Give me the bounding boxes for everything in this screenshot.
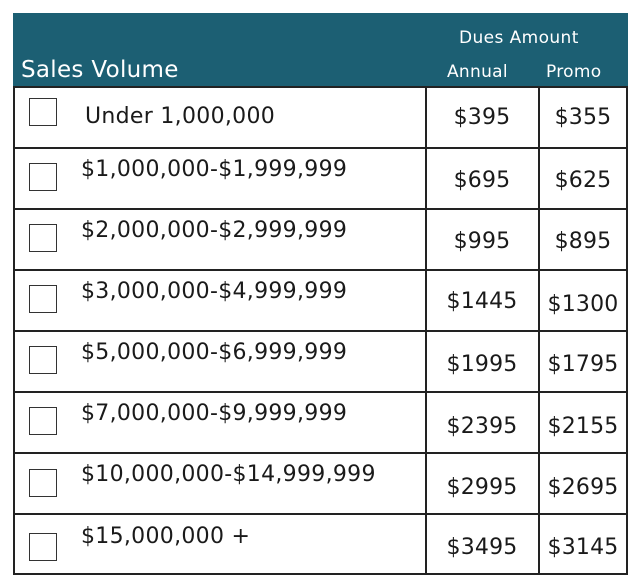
- table-row: $7,000,000-$9,999,999 $2395 $2155: [15, 391, 626, 452]
- promo-heading: Promo: [546, 62, 602, 82]
- dues-amount-heading: Dues Amount: [459, 28, 579, 48]
- row-checkbox[interactable]: [29, 163, 57, 191]
- promo-amount: $2155: [547, 414, 619, 439]
- promo-amount: $895: [554, 229, 612, 254]
- sales-volume-label: $2,000,000-$2,999,999: [81, 218, 348, 243]
- table-row: $3,000,000-$4,999,999 $1445 $1300: [15, 269, 626, 330]
- annual-amount: $695: [453, 168, 511, 193]
- sales-volume-label: Under 1,000,000: [85, 104, 276, 129]
- sales-volume-label: $10,000,000-$14,999,999: [81, 462, 376, 487]
- sales-volume-label: $1,000,000-$1,999,999: [81, 157, 348, 182]
- dues-table: Under 1,000,000 $395 $355 $1,000,000-$1,…: [13, 86, 628, 575]
- annual-amount: $1445: [446, 289, 518, 314]
- promo-amount: $3145: [547, 535, 619, 560]
- annual-amount: $2395: [446, 414, 518, 439]
- annual-amount: $2995: [446, 475, 518, 500]
- annual-amount: $1995: [446, 352, 518, 377]
- row-checkbox[interactable]: [29, 98, 57, 126]
- annual-amount: $995: [453, 229, 511, 254]
- sales-volume-label: $5,000,000-$6,999,999: [81, 340, 348, 365]
- table-row: $15,000,000 + $3495 $3145: [15, 513, 626, 573]
- row-checkbox[interactable]: [29, 346, 57, 374]
- row-checkbox[interactable]: [29, 224, 57, 252]
- promo-amount: $1795: [547, 352, 619, 377]
- promo-amount: $1300: [547, 292, 619, 317]
- sales-volume-label: $3,000,000-$4,999,999: [81, 279, 348, 304]
- promo-amount: $2695: [547, 475, 619, 500]
- promo-amount: $355: [554, 105, 612, 130]
- table-row: $1,000,000-$1,999,999 $695 $625: [15, 147, 626, 208]
- row-checkbox[interactable]: [29, 285, 57, 313]
- annual-heading: Annual: [447, 62, 508, 82]
- promo-amount: $625: [554, 168, 612, 193]
- annual-amount: $395: [453, 105, 511, 130]
- table-row: $10,000,000-$14,999,999 $2995 $2695: [15, 452, 626, 513]
- table-row: Under 1,000,000 $395 $355: [15, 88, 626, 147]
- sales-volume-label: $15,000,000 +: [81, 524, 251, 549]
- row-checkbox[interactable]: [29, 533, 57, 561]
- table-row: $2,000,000-$2,999,999 $995 $895: [15, 208, 626, 269]
- row-checkbox[interactable]: [29, 469, 57, 497]
- row-checkbox[interactable]: [29, 407, 57, 435]
- sales-volume-label: $7,000,000-$9,999,999: [81, 401, 348, 426]
- sales-volume-heading: Sales Volume: [21, 57, 179, 83]
- table-header: Sales Volume Dues Amount Annual Promo: [13, 13, 628, 86]
- table-row: $5,000,000-$6,999,999 $1995 $1795: [15, 330, 626, 391]
- annual-amount: $3495: [446, 535, 518, 560]
